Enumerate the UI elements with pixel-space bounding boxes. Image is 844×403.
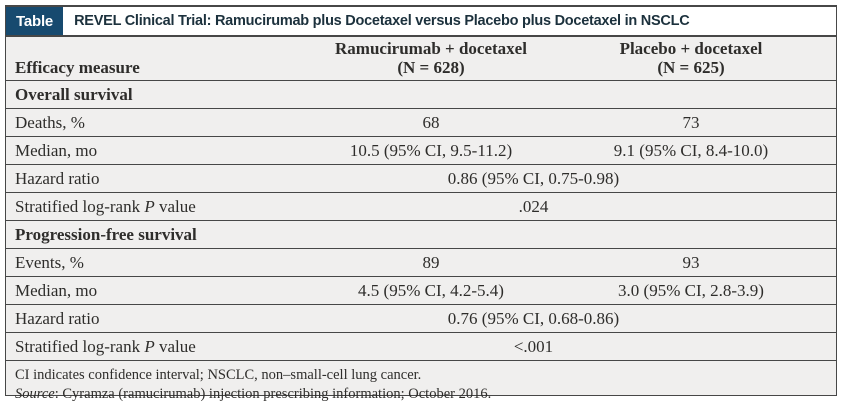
label-italic-p: P	[144, 336, 155, 356]
table-row-deaths: Deaths, % 68 73	[6, 109, 836, 138]
table-title: REVEL Clinical Trial: Ramucirumab plus D…	[74, 13, 690, 29]
arm2-n: (N = 625)	[657, 58, 725, 78]
row-label: Hazard ratio	[15, 168, 100, 188]
column-header-row: Efficacy measure Ramucirumab + docetaxel…	[6, 37, 836, 82]
column-header-placebo: Placebo + docetaxel (N = 625)	[576, 39, 836, 77]
ramucirumab-value: 10.5 (95% CI, 9.5-11.2)	[349, 140, 513, 160]
label-prefix: Stratified log-rank	[15, 336, 145, 356]
label-prefix: Stratified log-rank	[15, 196, 145, 216]
arm1-name: Ramucirumab + docetaxel	[335, 39, 527, 58]
clinical-trial-table: Table REVEL Clinical Trial: Ramucirumab …	[5, 5, 837, 402]
row-label: Deaths, %	[15, 112, 85, 132]
abbreviation-note: CI indicates confidence interval; NSCLC,…	[15, 367, 422, 384]
placebo-value: 93	[682, 252, 700, 272]
table-row-os-p-value: Stratified log-rank P value .024	[6, 193, 836, 222]
section-title: Progression-free survival	[15, 224, 197, 244]
row-label: Median, mo	[15, 140, 98, 160]
source-text: : Cyramza (ramucirumab) injection prescr…	[54, 385, 492, 402]
row-label: Stratified log-rank P value	[6, 337, 286, 357]
table-row-pfs-median: Median, mo 4.5 (95% CI, 4.2-5.4) 3.0 (95…	[6, 277, 836, 306]
row-label: Hazard ratio	[15, 308, 100, 328]
row-label: Events, %	[15, 252, 84, 272]
section-title: Overall survival	[15, 84, 133, 104]
arm2-name: Placebo + docetaxel	[619, 39, 763, 58]
label-italic-p: P	[144, 196, 155, 216]
combined-value: <.001	[513, 336, 554, 356]
table-row-events: Events, % 89 93	[6, 249, 836, 278]
table-title-band: Table REVEL Clinical Trial: Ramucirumab …	[6, 7, 836, 37]
table-row-os-hazard-ratio: Hazard ratio 0.86 (95% CI, 0.75-0.98)	[6, 165, 836, 194]
table-chip: Table	[6, 7, 64, 35]
column-header-ramucirumab: Ramucirumab + docetaxel (N = 628)	[286, 39, 576, 77]
table-footnotes: CI indicates confidence interval; NSCLC,…	[6, 361, 836, 403]
label-suffix: value	[154, 196, 196, 216]
table-row-pfs-hazard-ratio: Hazard ratio 0.76 (95% CI, 0.68-0.86)	[6, 305, 836, 334]
table-row-os-median: Median, mo 10.5 (95% CI, 9.5-11.2) 9.1 (…	[6, 137, 836, 166]
combined-value: 0.86 (95% CI, 0.75-0.98)	[447, 168, 620, 188]
arm1-n: (N = 628)	[397, 58, 465, 78]
combined-value: .024	[518, 196, 549, 216]
source-label: Source	[15, 385, 55, 402]
ramucirumab-value: 68	[422, 112, 440, 132]
combined-value: 0.76 (95% CI, 0.68-0.86)	[447, 308, 620, 328]
table-row-pfs-p-value: Stratified log-rank P value <.001	[6, 333, 836, 362]
ramucirumab-value: 4.5 (95% CI, 4.2-5.4)	[358, 280, 504, 300]
source-note: Source: Cyramza (ramucirumab) injection …	[15, 385, 827, 403]
section-row-progression-free-survival: Progression-free survival	[6, 221, 836, 250]
ramucirumab-value: 89	[422, 252, 440, 272]
label-suffix: value	[154, 336, 196, 356]
row-label: Median, mo	[15, 280, 98, 300]
row-label: Stratified log-rank P value	[6, 197, 286, 217]
placebo-value: 3.0 (95% CI, 2.8-3.9)	[618, 280, 764, 300]
placebo-value: 73	[682, 112, 700, 132]
column-header-efficacy-measure: Efficacy measure	[15, 58, 140, 78]
placebo-value: 9.1 (95% CI, 8.4-10.0)	[613, 140, 769, 160]
section-row-overall-survival: Overall survival	[6, 81, 836, 110]
